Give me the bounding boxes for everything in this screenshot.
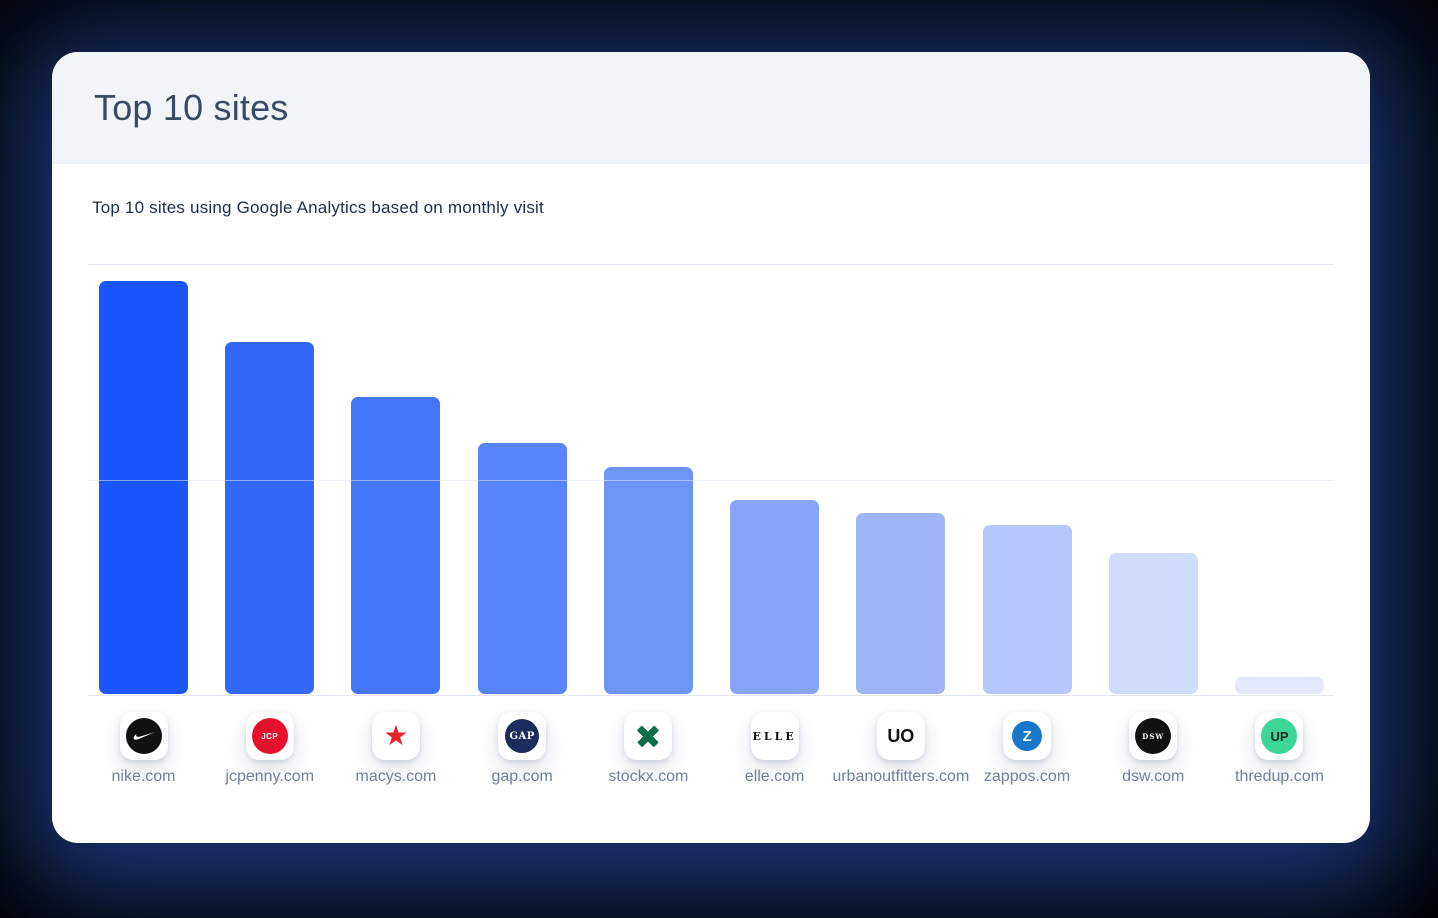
stockx-icon (636, 724, 660, 748)
chart-bar-urbanoutfitters.com (856, 513, 946, 694)
x-tick-urbanoutfitters.com: UO urbanoutfitters.com (806, 712, 996, 786)
gridline-baseline (88, 695, 1334, 696)
chart-bar-nike.com (99, 281, 188, 694)
site-label: thredup.com (1235, 768, 1324, 785)
chart-bar-zappos.com (982, 525, 1072, 694)
gridline-middle (88, 480, 1334, 481)
card-title: Top 10 sites (94, 87, 289, 128)
bars-layer (88, 264, 1334, 696)
jcpenney-icon: JCP (251, 718, 288, 754)
site-label: nike.com (111, 768, 176, 785)
bar-chart (88, 264, 1334, 696)
x-tick-thredup.com: UP thredup.com (1184, 712, 1370, 786)
site-label: jcpenny.com (225, 768, 315, 785)
chart-bar-dsw.com (1108, 553, 1198, 694)
card-header: Top 10 sites (52, 52, 1370, 164)
x-tick-nike.com: nike.com (52, 712, 239, 786)
x-axis: nike.com JCP jcpenny.com ★ macys.com GAP gap.c… (88, 712, 1334, 808)
brand-icon-tile: GAP (498, 712, 547, 760)
brand-icon-tile: DSW (1129, 712, 1178, 760)
site-label: elle.com (744, 768, 805, 785)
gap-icon: GAP (505, 719, 540, 753)
gridline-top (88, 264, 1334, 265)
elle-icon: ELLE (752, 729, 797, 743)
chart-bar-thredup.com (1234, 677, 1324, 694)
top-sites-card: Top 10 sites Top 10 sites using Google A… (52, 52, 1370, 843)
x-tick-stockx.com: stockx.com (553, 712, 743, 786)
zappos-icon: Z (1012, 721, 1043, 751)
site-label: gap.com (491, 768, 553, 785)
chart-bar-elle.com (730, 500, 820, 694)
site-label: dsw.com (1122, 768, 1185, 785)
x-tick-macys.com: ★ macys.com (301, 712, 491, 786)
chart-bar-gap.com (477, 443, 567, 694)
brand-icon-tile: Z (1003, 712, 1052, 760)
brand-icon-tile (119, 712, 168, 760)
macys-star-icon: ★ (383, 720, 409, 751)
chart-subtitle: Top 10 sites using Google Analytics base… (92, 198, 544, 217)
brand-icon-tile: UO (876, 712, 925, 760)
site-label: urbanoutfitters.com (832, 768, 970, 785)
x-tick-jcpenny.com: JCP jcpenny.com (175, 712, 365, 786)
x-tick-dsw.com: DSW dsw.com (1058, 712, 1248, 786)
site-label: stockx.com (608, 768, 689, 785)
brand-icon-tile: ELLE (750, 712, 799, 760)
card-body: Top 10 sites using Google Analytics base… (52, 164, 1370, 808)
x-tick-gap.com: GAP gap.com (427, 712, 617, 786)
site-label: zappos.com (983, 768, 1071, 785)
chart-bar-stockx.com (603, 467, 693, 694)
brand-icon-tile (624, 712, 673, 760)
brand-icon-tile: ★ (371, 712, 420, 760)
chart-bar-jcpenny.com (225, 342, 315, 694)
chart-bar-macys.com (351, 397, 441, 694)
site-label: macys.com (355, 768, 437, 785)
brand-icon-tile: JCP (245, 712, 294, 760)
urbanoutfitters-icon: UO (887, 725, 915, 746)
thredup-icon: UP (1261, 718, 1298, 754)
dsw-icon: DSW (1135, 718, 1172, 754)
nike-icon (125, 718, 162, 754)
brand-icon-tile: UP (1255, 712, 1304, 760)
x-tick-elle.com: ELLE elle.com (680, 712, 870, 786)
